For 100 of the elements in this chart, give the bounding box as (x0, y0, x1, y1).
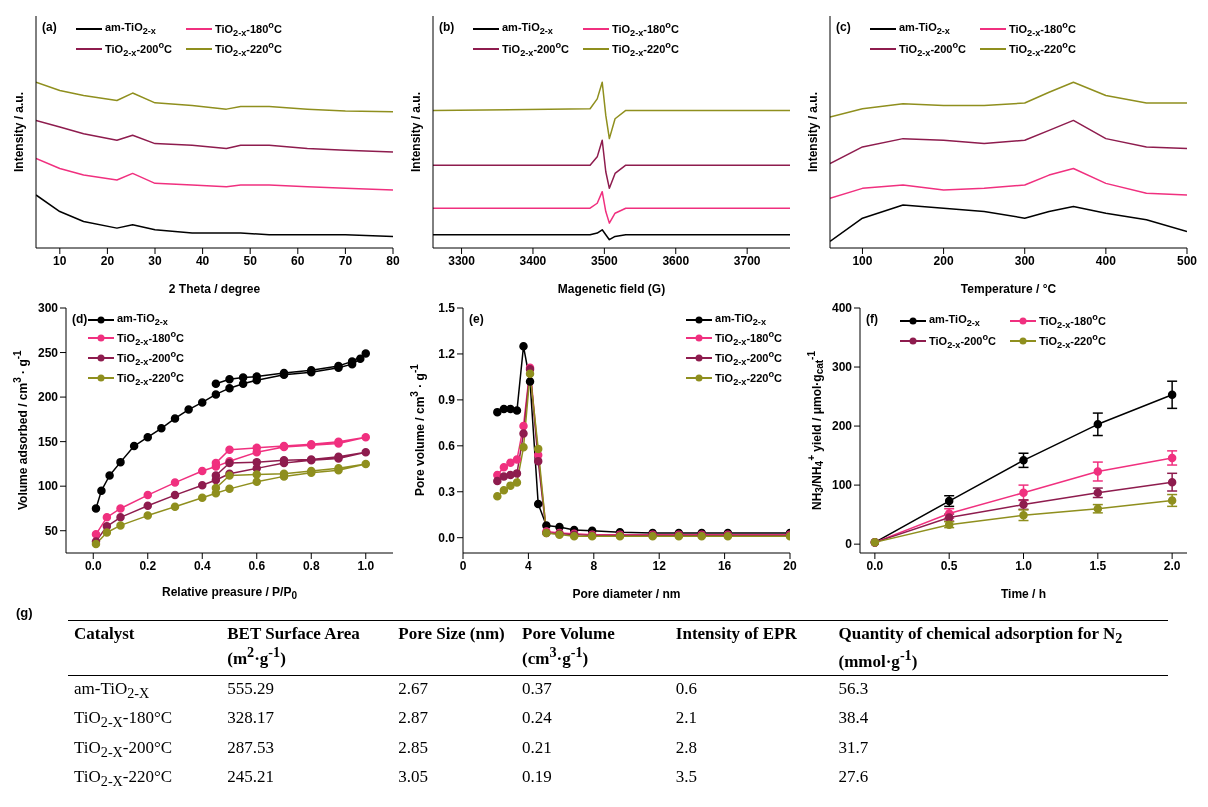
text: 27.6 (837, 766, 870, 789)
x-tick-label: 0 (459, 558, 467, 573)
legend-label: TiO$_{2-x}$-200$^{o}$C (117, 349, 184, 367)
x-tick-label: 20 (100, 253, 115, 268)
legend-label: am-TiO$_{2-x}$ (117, 312, 168, 328)
legend-label: am-TiO$_{2-x}$ (929, 313, 980, 329)
x-axis-title: Temperature / °C (959, 282, 1058, 296)
x-tick-label: 3400 (519, 253, 547, 268)
x-tick-label: 12 (652, 558, 667, 573)
x-tick-label: 20 (783, 558, 797, 573)
legend-label: TiO$_{2-x}$-220$^{o}$C (611, 39, 679, 58)
y-tick-label: 100 (831, 478, 853, 493)
chart-title: (e) (469, 312, 484, 326)
text: 245.21 (226, 766, 275, 789)
x-tick-label: 0.6 (248, 558, 266, 573)
text: 31.7 (837, 736, 870, 759)
text: 2.67 (397, 678, 430, 701)
x-tick-label: 0.0 (84, 558, 102, 573)
x-tick-label: 0.5 (940, 558, 958, 573)
chart-title: (b) (439, 20, 455, 34)
y-tick-label: 0.9 (438, 393, 456, 408)
chart-title: (a) (42, 20, 57, 34)
x-tick-label: 30 (148, 253, 162, 268)
x-tick-label: 300 (1014, 253, 1036, 268)
text: 0.19 (521, 766, 553, 789)
y-tick-label: 150 (37, 434, 59, 449)
y-tick-label: 50 (44, 523, 59, 538)
x-tick-label: 3500 (591, 253, 619, 268)
x-tick-label: 1.0 (1015, 558, 1033, 573)
text: 0.21 (521, 736, 553, 759)
legend-label: TiO$_{2-x}$-180$^{o}$C (1038, 312, 1106, 330)
x-tick-label: 0.2 (139, 558, 157, 573)
x-tick-label: 1.5 (1089, 558, 1107, 573)
x-tick-label: 80 (386, 253, 400, 268)
legend-label: am-TiO$_{2-x}$ (715, 312, 766, 328)
chart-title: (f) (866, 312, 878, 326)
text: TiO$_{2-X}$-180°C (73, 707, 174, 733)
x-tick-label: 4 (525, 558, 533, 573)
y-tick-label: 0.6 (438, 439, 456, 454)
legend-label: TiO$_{2-x}$-180$^{o}$C (117, 329, 184, 348)
legend-label: TiO$_{2-x}$-180$^{o}$C (1008, 20, 1076, 38)
y-tick-label: 0.3 (438, 485, 456, 500)
text: 555.29 (226, 678, 275, 701)
text: TiO$_{2-X}$-220°C (73, 766, 174, 792)
y-tick-label: 250 (37, 345, 59, 360)
y-tick-label: 1.5 (438, 301, 456, 316)
legend-label: am-TiO$_{2-x}$ (502, 21, 553, 37)
x-tick-label: 3700 (733, 253, 761, 268)
legend-label: TiO$_{2-x}$-200$^{o}$C (502, 39, 569, 58)
x-tick-label: 3600 (662, 253, 690, 268)
x-axis-title: 2 Theta / degree (167, 282, 262, 296)
text: 2.8 (674, 736, 699, 759)
x-tick-label: 0.8 (302, 558, 320, 573)
text: 287.53 (226, 736, 275, 759)
x-axis-title: Magenetic field (G) (556, 282, 667, 296)
category-label: Pore Volume (cm$^{3}$·g$^{-1}$) (521, 623, 616, 670)
x-tick-label: 0.4 (193, 558, 211, 573)
text: 0.24 (521, 707, 553, 730)
text: 328.17 (226, 707, 275, 730)
legend-label: TiO$_{2-x}$-220$^{o}$C (214, 39, 282, 58)
x-tick-label: 3300 (448, 253, 476, 268)
category-label: Catalyst (73, 623, 136, 645)
x-tick-label: 70 (338, 253, 353, 268)
category-label: Pore Size (nm) (397, 623, 506, 645)
legend-label: TiO$_{2-x}$-180$^{o}$C (214, 20, 282, 38)
legend-label: am-TiO$_{2-x}$ (105, 21, 156, 37)
x-tick-label: 1.0 (357, 558, 375, 573)
y-tick-label: 0.0 (438, 530, 456, 545)
x-axis-title: Pore diameter / nm (571, 587, 682, 601)
legend-label: TiO$_{2-x}$-220$^{o}$C (1008, 39, 1076, 58)
legend-label: TiO$_{2-x}$-220$^{o}$C (715, 368, 782, 387)
y-tick-label: 200 (831, 419, 853, 434)
text: TiO$_{2-X}$-200°C (73, 736, 174, 763)
category-label: Intensity of EPR (674, 623, 798, 645)
x-tick-label: 400 (1095, 253, 1117, 268)
y-tick-label: 200 (37, 390, 59, 405)
text: 2.85 (397, 736, 430, 759)
x-tick-label: 8 (590, 558, 598, 573)
text: 0.37 (521, 678, 553, 701)
text: 2.87 (397, 707, 430, 730)
text: 3.5 (674, 766, 699, 789)
x-tick-label: 60 (291, 253, 305, 268)
y-tick-label: 1.2 (438, 347, 456, 362)
x-tick-label: 50 (243, 253, 258, 268)
x-tick-label: 100 (852, 253, 873, 268)
y-tick-label: 400 (831, 301, 853, 316)
legend-label: TiO$_{2-x}$-220$^{o}$C (117, 368, 184, 387)
legend-label: TiO$_{2-x}$-180$^{o}$C (611, 20, 679, 38)
y-tick-label: 300 (37, 301, 59, 316)
x-axis-title: Relative preasure / P/P$_{0}$ (161, 584, 298, 601)
legend-label: TiO$_{2-x}$-200$^{o}$C (715, 349, 782, 367)
y-axis-title: Intensity / a.u. (806, 91, 820, 174)
text: 2.1 (674, 707, 699, 730)
y-tick-label: 100 (37, 479, 59, 494)
x-tick-label: 500 (1176, 253, 1198, 268)
x-tick-label: 16 (717, 558, 732, 573)
legend-label: TiO$_{2-x}$-200$^{o}$C (899, 39, 966, 58)
x-tick-label: 40 (195, 253, 210, 268)
category-label: BET Surface Area (m$^{2}$·g$^{-1}$) (226, 623, 361, 670)
text: (g) (16, 605, 34, 620)
